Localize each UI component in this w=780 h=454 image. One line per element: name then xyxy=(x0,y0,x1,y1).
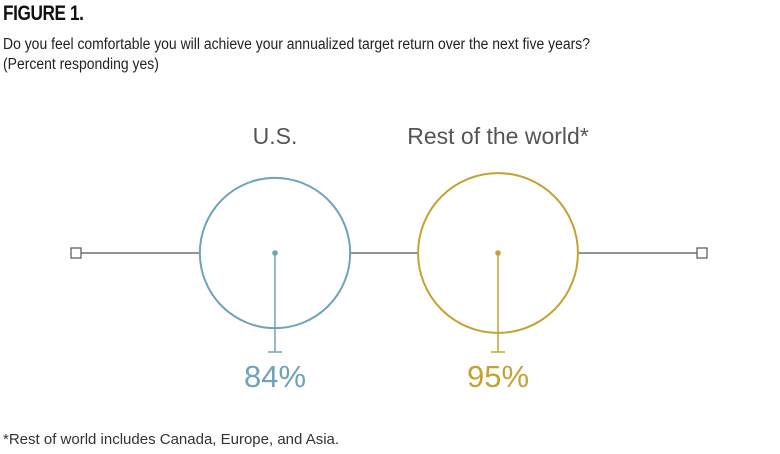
value-label-us: 84% xyxy=(244,359,306,394)
series-us: U.S. 84% xyxy=(198,123,352,394)
footnote: *Rest of world includes Canada, Europe, … xyxy=(3,431,340,448)
series-layer: U.S. 84% Rest of the world* 95% xyxy=(198,123,589,394)
figure-label: FIGURE 1. xyxy=(3,2,84,25)
question-text: Do you feel comfortable you will achieve… xyxy=(3,36,590,53)
axis-endcap-right xyxy=(696,247,708,259)
subquestion-text: (Percent responding yes) xyxy=(3,56,159,73)
value-label-rest: 95% xyxy=(467,359,529,394)
series-label-rest: Rest of the world* xyxy=(407,123,589,149)
axis-line-group xyxy=(70,247,708,259)
axis-endcap-left xyxy=(70,247,82,259)
series-rest: Rest of the world* 95% xyxy=(407,123,589,394)
series-label-us: U.S. xyxy=(253,123,298,149)
chart-subtitle: Do you feel comfortable you will achieve… xyxy=(3,35,590,75)
